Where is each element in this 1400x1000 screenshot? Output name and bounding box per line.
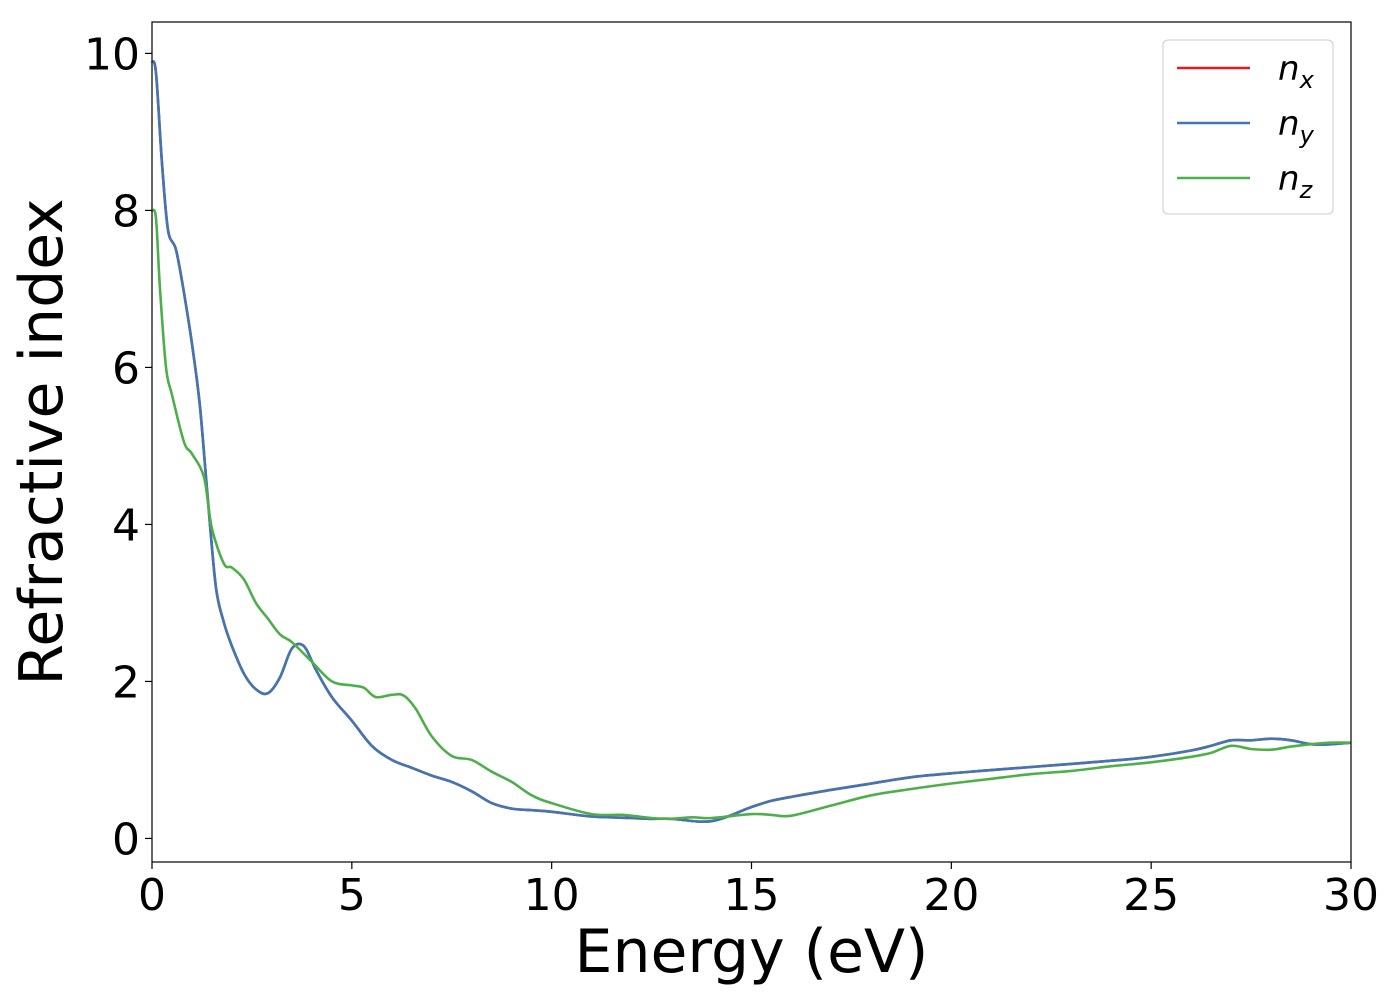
x-tick-label: 0 <box>138 870 166 921</box>
y-tick-label: 4 <box>112 500 140 551</box>
x-tick-label: 30 <box>1323 870 1379 921</box>
legend-label-y: ny <box>1278 104 1315 149</box>
y-tick-label: 6 <box>112 343 140 394</box>
x-tick-label: 25 <box>1123 870 1179 921</box>
legend-box <box>1162 39 1334 215</box>
x-tick-label: 10 <box>524 870 580 921</box>
x-tick-label: 15 <box>724 870 780 921</box>
x-tick-label: 5 <box>338 870 366 921</box>
series-line-z <box>150 208 1352 821</box>
x-axis-ticks: 0 5 10 15 20 25 30 <box>138 862 1379 921</box>
y-tick-label: 0 <box>112 814 140 865</box>
y-tick-label: 8 <box>112 186 140 237</box>
series-layer <box>150 60 1352 823</box>
legend: nx ny nz <box>1162 39 1334 215</box>
y-axis-label: Refractive index <box>7 198 77 685</box>
legend-label-z: nz <box>1278 159 1314 204</box>
y-tick-label: 2 <box>112 657 140 708</box>
y-axis-ticks: 0 2 4 6 8 10 <box>84 29 152 865</box>
legend-label-x: nx <box>1278 49 1315 94</box>
y-tick-label: 10 <box>84 29 140 80</box>
x-tick-label: 20 <box>923 870 979 921</box>
series-line-y <box>150 60 1352 823</box>
x-axis-label: Energy (eV) <box>575 917 929 987</box>
